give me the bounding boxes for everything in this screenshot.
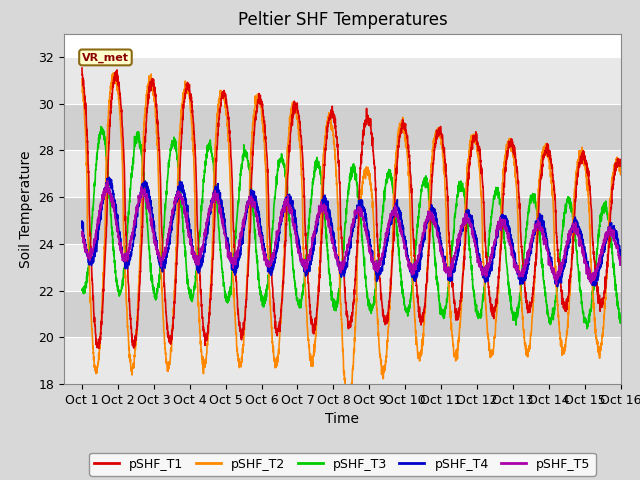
pSHF_T1 [548, 164, 556, 170]
pSHF_T2 [617, 163, 625, 169]
pSHF_T4 [78, 218, 86, 224]
pSHF_T4 [554, 284, 561, 289]
pSHF_T1 [172, 276, 179, 282]
Bar [64, 290, 621, 337]
pSHF_T3 [172, 144, 179, 150]
pSHF_T2 [548, 188, 556, 193]
pSHF_T1 [95, 346, 102, 351]
pSHF_T4 [106, 174, 113, 180]
pSHF_T3 [140, 169, 147, 175]
pSHF_T4 [172, 200, 179, 205]
pSHF_T4 [308, 252, 316, 258]
pSHF_T4 [548, 265, 556, 271]
pSHF_T5 [285, 206, 292, 212]
pSHF_T4 [140, 183, 147, 189]
Bar [64, 244, 621, 290]
pSHF_T5 [78, 233, 86, 239]
pSHF_T2 [172, 260, 179, 265]
pSHF_T2 [346, 408, 353, 413]
pSHF_T4 [617, 252, 625, 258]
Title: Peltier SHF Temperatures: Peltier SHF Temperatures [237, 11, 447, 29]
pSHF_T2 [308, 354, 316, 360]
Line: pSHF_T5: pSHF_T5 [82, 180, 621, 285]
pSHF_T3 [285, 207, 292, 213]
Bar [64, 337, 621, 384]
Line: pSHF_T4: pSHF_T4 [82, 177, 621, 287]
pSHF_T2 [285, 132, 292, 138]
pSHF_T2 [109, 70, 117, 76]
pSHF_T3 [78, 287, 86, 292]
pSHF_T5 [617, 261, 625, 267]
pSHF_T3 [607, 233, 614, 239]
X-axis label: Time: Time [325, 412, 360, 426]
Text: VR_met: VR_met [82, 52, 129, 62]
pSHF_T5 [548, 269, 556, 275]
pSHF_T3 [617, 320, 625, 325]
pSHF_T1 [140, 178, 147, 183]
Legend: pSHF_T1, pSHF_T2, pSHF_T3, pSHF_T4, pSHF_T5: pSHF_T1, pSHF_T2, pSHF_T3, pSHF_T4, pSHF… [89, 453, 596, 476]
pSHF_T5 [552, 282, 560, 288]
pSHF_T2 [140, 128, 147, 134]
pSHF_T1 [308, 319, 316, 324]
pSHF_T5 [607, 233, 614, 239]
pSHF_T5 [140, 188, 147, 193]
pSHF_T1 [285, 155, 292, 161]
Bar [64, 150, 621, 197]
pSHF_T3 [97, 124, 105, 130]
pSHF_T2 [607, 198, 614, 204]
Line: pSHF_T3: pSHF_T3 [82, 127, 621, 329]
pSHF_T3 [548, 316, 556, 322]
pSHF_T3 [308, 192, 316, 197]
Y-axis label: Soil Temperature: Soil Temperature [19, 150, 33, 267]
pSHF_T1 [617, 161, 625, 167]
pSHF_T1 [607, 212, 614, 217]
pSHF_T1 [78, 65, 86, 71]
Bar [64, 197, 621, 244]
pSHF_T5 [308, 239, 316, 244]
pSHF_T5 [104, 178, 111, 183]
Bar [64, 57, 621, 104]
pSHF_T2 [78, 76, 86, 82]
Bar [64, 104, 621, 150]
Line: pSHF_T2: pSHF_T2 [82, 73, 621, 410]
Line: pSHF_T1: pSHF_T1 [82, 68, 621, 348]
pSHF_T5 [172, 201, 179, 207]
pSHF_T4 [285, 196, 292, 202]
pSHF_T3 [583, 326, 591, 332]
pSHF_T4 [607, 225, 614, 231]
